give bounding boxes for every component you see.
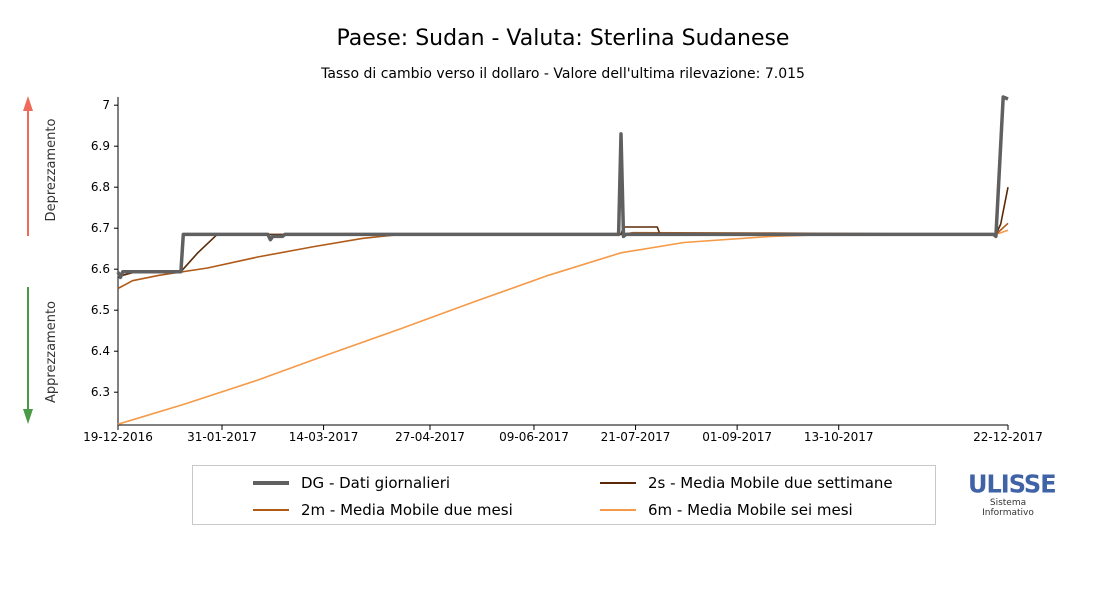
x-tick-label: 27-04-2017 bbox=[395, 430, 465, 444]
series-line-dg bbox=[116, 95, 1009, 280]
x-tick-label: 19-12-2016 bbox=[83, 430, 153, 444]
chart-subtitle: Tasso di cambio verso il dollaro - Valor… bbox=[321, 66, 805, 82]
arrow-down-head bbox=[23, 409, 33, 424]
arrow-up-head bbox=[23, 96, 33, 111]
x-tick-label: 13-10-2017 bbox=[804, 430, 874, 444]
y-tick-label: 6.8 bbox=[91, 180, 110, 194]
series-lines bbox=[116, 95, 1009, 425]
legend-swatch-2m bbox=[253, 509, 289, 511]
legend-label-dg: DG - Dati giornalieri bbox=[301, 474, 451, 492]
appreciation-label: Apprezzamento bbox=[44, 301, 59, 403]
logo-line2: Informativo bbox=[982, 508, 1034, 518]
legend-item-dg: DG - Dati giornalieri bbox=[253, 474, 450, 492]
legend-item-2s: 2s - Media Mobile due settimane bbox=[600, 474, 893, 492]
y-tick-label: 6.6 bbox=[91, 262, 110, 276]
y-tick-label: 7 bbox=[102, 98, 110, 112]
legend-swatch-dg bbox=[253, 481, 289, 485]
series-line-ma2s bbox=[117, 187, 1009, 277]
logo-name: ULISSE bbox=[968, 469, 1057, 499]
y-tick-label: 6.7 bbox=[91, 221, 110, 235]
legend: DG - Dati giornalieri 2s - Media Mobile … bbox=[192, 465, 936, 525]
x-tick-label: 21-07-2017 bbox=[601, 430, 671, 444]
y-tick-label: 6.4 bbox=[91, 344, 110, 358]
y-tick-label: 6.5 bbox=[91, 303, 110, 317]
axes: 6.3 6.4 6.5 6.6 6.7 6.8 6.9 7 19-12-2016 31-01-20… bbox=[83, 97, 1043, 444]
side-indicators: Deprezzamento Apprezzamento bbox=[23, 96, 59, 424]
logo-line1: Sistema bbox=[989, 498, 1027, 508]
y-tick-label: 6.9 bbox=[91, 139, 110, 153]
x-tick-label: 01-09-2017 bbox=[702, 430, 772, 444]
y-tick-label: 6.3 bbox=[91, 385, 110, 399]
x-tick-label: 22-12-2017 bbox=[973, 430, 1043, 444]
x-tick-label: 31-01-2017 bbox=[187, 430, 257, 444]
legend-item-2m: 2m - Media Mobile due mesi bbox=[253, 501, 513, 519]
ulisse-logo: ULISSE Sistema Informativo bbox=[968, 469, 1057, 518]
legend-label-6m: 6m - Media Mobile sei mesi bbox=[648, 501, 853, 519]
legend-label-2m: 2m - Media Mobile due mesi bbox=[301, 501, 513, 519]
legend-label-2s: 2s - Media Mobile due settimane bbox=[648, 474, 893, 492]
legend-item-6m: 6m - Media Mobile sei mesi bbox=[600, 501, 853, 519]
series-line-ma6m bbox=[117, 229, 1009, 425]
x-tick-label: 14-03-2017 bbox=[289, 430, 359, 444]
x-tick-label: 09-06-2017 bbox=[499, 430, 569, 444]
depreciation-label: Deprezzamento bbox=[44, 119, 59, 222]
chart-title: Paese: Sudan - Valuta: Sterlina Sudanese bbox=[336, 26, 790, 51]
legend-swatch-6m bbox=[600, 509, 636, 511]
legend-swatch-2s bbox=[600, 482, 636, 484]
